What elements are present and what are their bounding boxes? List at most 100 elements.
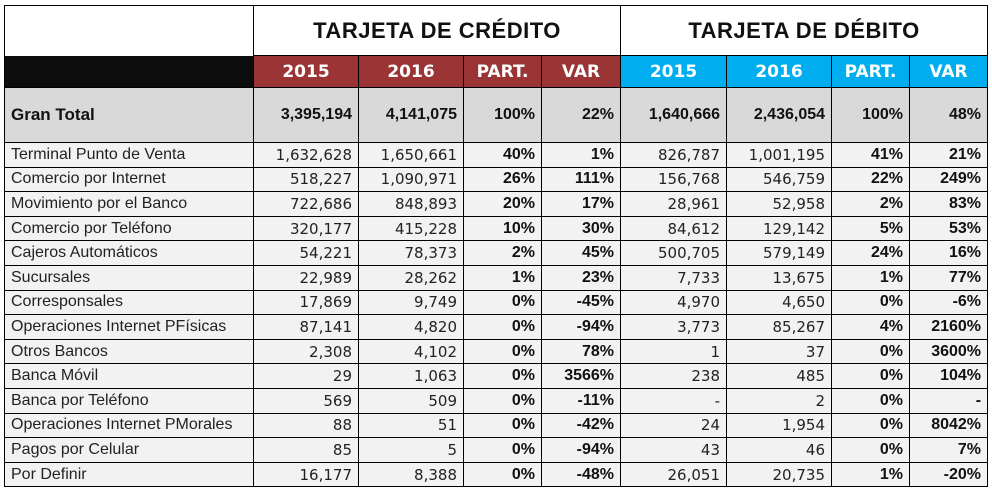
credit-2016-cell: 8,388 bbox=[358, 461, 464, 488]
credit-header-var: VAR bbox=[540, 55, 622, 88]
row-label: Operaciones Internet PFísicas bbox=[4, 314, 254, 340]
row-label: Sucursales bbox=[4, 264, 254, 291]
debit-2016-cell: 129,142 bbox=[726, 215, 833, 242]
debit-var-cell: 249% bbox=[909, 166, 989, 193]
debit-2015-cell: 3,773 bbox=[620, 314, 728, 340]
row-label: Terminal Punto de Venta bbox=[4, 142, 254, 168]
credit-2016-cell: 9,749 bbox=[358, 289, 464, 316]
credit-part-cell: 0% bbox=[463, 289, 542, 316]
credit-2015-cell: 54,221 bbox=[253, 240, 359, 266]
credit-2015-cell: 88 bbox=[253, 412, 359, 439]
debit-header-part: PART. bbox=[831, 55, 911, 88]
debit-part-cell: 4% bbox=[831, 314, 911, 340]
credit-header-part: PART. bbox=[463, 55, 542, 88]
debit-2016-cell: 13,675 bbox=[726, 264, 833, 291]
table-row: Terminal Punto de Venta 1,632,628 1,650,66… bbox=[4, 142, 989, 168]
debit-var-cell: 2160% bbox=[909, 314, 989, 340]
credit-part-cell: 0% bbox=[463, 363, 542, 389]
credit-var-cell: 30% bbox=[540, 215, 622, 242]
row-label: Comercio por Internet bbox=[4, 166, 254, 193]
debit-2016-cell: 37 bbox=[726, 338, 833, 365]
credit-header-2016: 2016 bbox=[358, 55, 464, 88]
row-label: Otros Bancos bbox=[4, 338, 254, 365]
credit-2015-cell: 87,141 bbox=[253, 314, 359, 340]
credit-part-cell: 1% bbox=[463, 264, 542, 291]
credit-2015-cell: 722,686 bbox=[253, 191, 359, 217]
credit-part-cell: 40% bbox=[463, 142, 542, 168]
debit-var-cell: 8042% bbox=[909, 412, 989, 439]
credit-2015-cell: 17,869 bbox=[253, 289, 359, 316]
debit-var-cell: - bbox=[909, 387, 989, 414]
debit-header-var: VAR bbox=[909, 55, 989, 88]
credit-part-cell: 0% bbox=[463, 314, 542, 340]
credit-var-cell: -11% bbox=[540, 387, 622, 414]
debit-2016-cell: 46 bbox=[726, 437, 833, 463]
credit-card-title: TARJETA DE CRÉDITO bbox=[252, 5, 622, 56]
table-row: Movimiento por el Banco 722,686 848,893 20%… bbox=[4, 191, 989, 217]
debit-2015-cell: 7,733 bbox=[620, 264, 728, 291]
credit-2016-cell: 51 bbox=[358, 412, 464, 439]
debit-2016-cell: 52,958 bbox=[726, 191, 833, 217]
debit-part-cell: 24% bbox=[831, 240, 911, 266]
debit-var-cell: -6% bbox=[909, 289, 989, 316]
credit-var-cell: -48% bbox=[540, 461, 622, 488]
row-label: Por Definir bbox=[4, 461, 254, 488]
total-debit-part: 100% bbox=[831, 87, 911, 143]
credit-2015-cell: 2,308 bbox=[253, 338, 359, 365]
credit-var-cell: -94% bbox=[540, 437, 622, 463]
table-row: Banca por Teléfono 569 509 0% -11% -2 0% - bbox=[4, 387, 989, 414]
total-debit-2016: 2,436,054 bbox=[726, 87, 833, 143]
debit-2016-cell: 579,149 bbox=[726, 240, 833, 266]
table-row: Sucursales 22,989 28,262 1% 23% 7,733 13,675 1%… bbox=[4, 264, 989, 291]
credit-part-cell: 20% bbox=[463, 191, 542, 217]
debit-2015-cell: - bbox=[620, 387, 728, 414]
debit-var-cell: 3600% bbox=[909, 338, 989, 365]
credit-2016-cell: 78,373 bbox=[358, 240, 464, 266]
credit-2016-cell: 848,893 bbox=[358, 191, 464, 217]
credit-var-cell: -45% bbox=[540, 289, 622, 316]
credit-var-cell: 3566% bbox=[540, 363, 622, 389]
credit-2016-cell: 4,102 bbox=[358, 338, 464, 365]
debit-2015-cell: 156,768 bbox=[620, 166, 728, 193]
grand-total-label: Gran Total bbox=[4, 87, 254, 143]
credit-part-cell: 10% bbox=[463, 215, 542, 242]
debit-part-cell: 0% bbox=[831, 338, 911, 365]
credit-part-cell: 0% bbox=[463, 412, 542, 439]
credit-part-cell: 26% bbox=[463, 166, 542, 193]
table-row: Otros Bancos 2,308 4,102 0% 78% 1 37 0% 3600% bbox=[4, 338, 989, 365]
debit-2015-cell: 28,961 bbox=[620, 191, 728, 217]
debit-part-cell: 0% bbox=[831, 387, 911, 414]
debit-2015-cell: 26,051 bbox=[620, 461, 728, 488]
debit-var-cell: 104% bbox=[909, 363, 989, 389]
credit-part-cell: 2% bbox=[463, 240, 542, 266]
column-header-row: 2015 2016 PART. VAR 2015 2016 PART. VAR bbox=[4, 55, 989, 88]
debit-header-2015: 2015 bbox=[620, 55, 728, 88]
debit-var-cell: -20% bbox=[909, 461, 989, 488]
credit-var-cell: 17% bbox=[540, 191, 622, 217]
credit-var-cell: -42% bbox=[540, 412, 622, 439]
table-row: Banca Móvil 29 1,063 0% 3566% 238 485 0% 104% bbox=[4, 363, 989, 389]
debit-var-cell: 83% bbox=[909, 191, 989, 217]
grand-total-row: Gran Total 3,395,194 4,141,075 100% 22% … bbox=[4, 87, 989, 143]
credit-2015-cell: 22,989 bbox=[253, 264, 359, 291]
credit-2016-cell: 28,262 bbox=[358, 264, 464, 291]
debit-part-cell: 0% bbox=[831, 363, 911, 389]
row-label: Movimiento por el Banco bbox=[4, 191, 254, 217]
credit-var-cell: 78% bbox=[540, 338, 622, 365]
credit-2016-cell: 415,228 bbox=[358, 215, 464, 242]
credit-var-cell: 45% bbox=[540, 240, 622, 266]
debit-2016-cell: 485 bbox=[726, 363, 833, 389]
debit-card-title: TARJETA DE DÉBITO bbox=[620, 5, 989, 56]
row-label: Corresponsales bbox=[4, 289, 254, 316]
total-credit-2016: 4,141,075 bbox=[358, 87, 464, 143]
total-debit-var: 48% bbox=[909, 87, 989, 143]
total-debit-2015: 1,640,666 bbox=[620, 87, 728, 143]
credit-2016-cell: 509 bbox=[358, 387, 464, 414]
table-row: Operaciones Internet PFísicas 87,141 4,820… bbox=[4, 314, 989, 340]
row-label: Banca por Teléfono bbox=[4, 387, 254, 414]
debit-var-cell: 7% bbox=[909, 437, 989, 463]
debit-2016-cell: 4,650 bbox=[726, 289, 833, 316]
debit-part-cell: 22% bbox=[831, 166, 911, 193]
debit-2016-cell: 2 bbox=[726, 387, 833, 414]
debit-var-cell: 53% bbox=[909, 215, 989, 242]
